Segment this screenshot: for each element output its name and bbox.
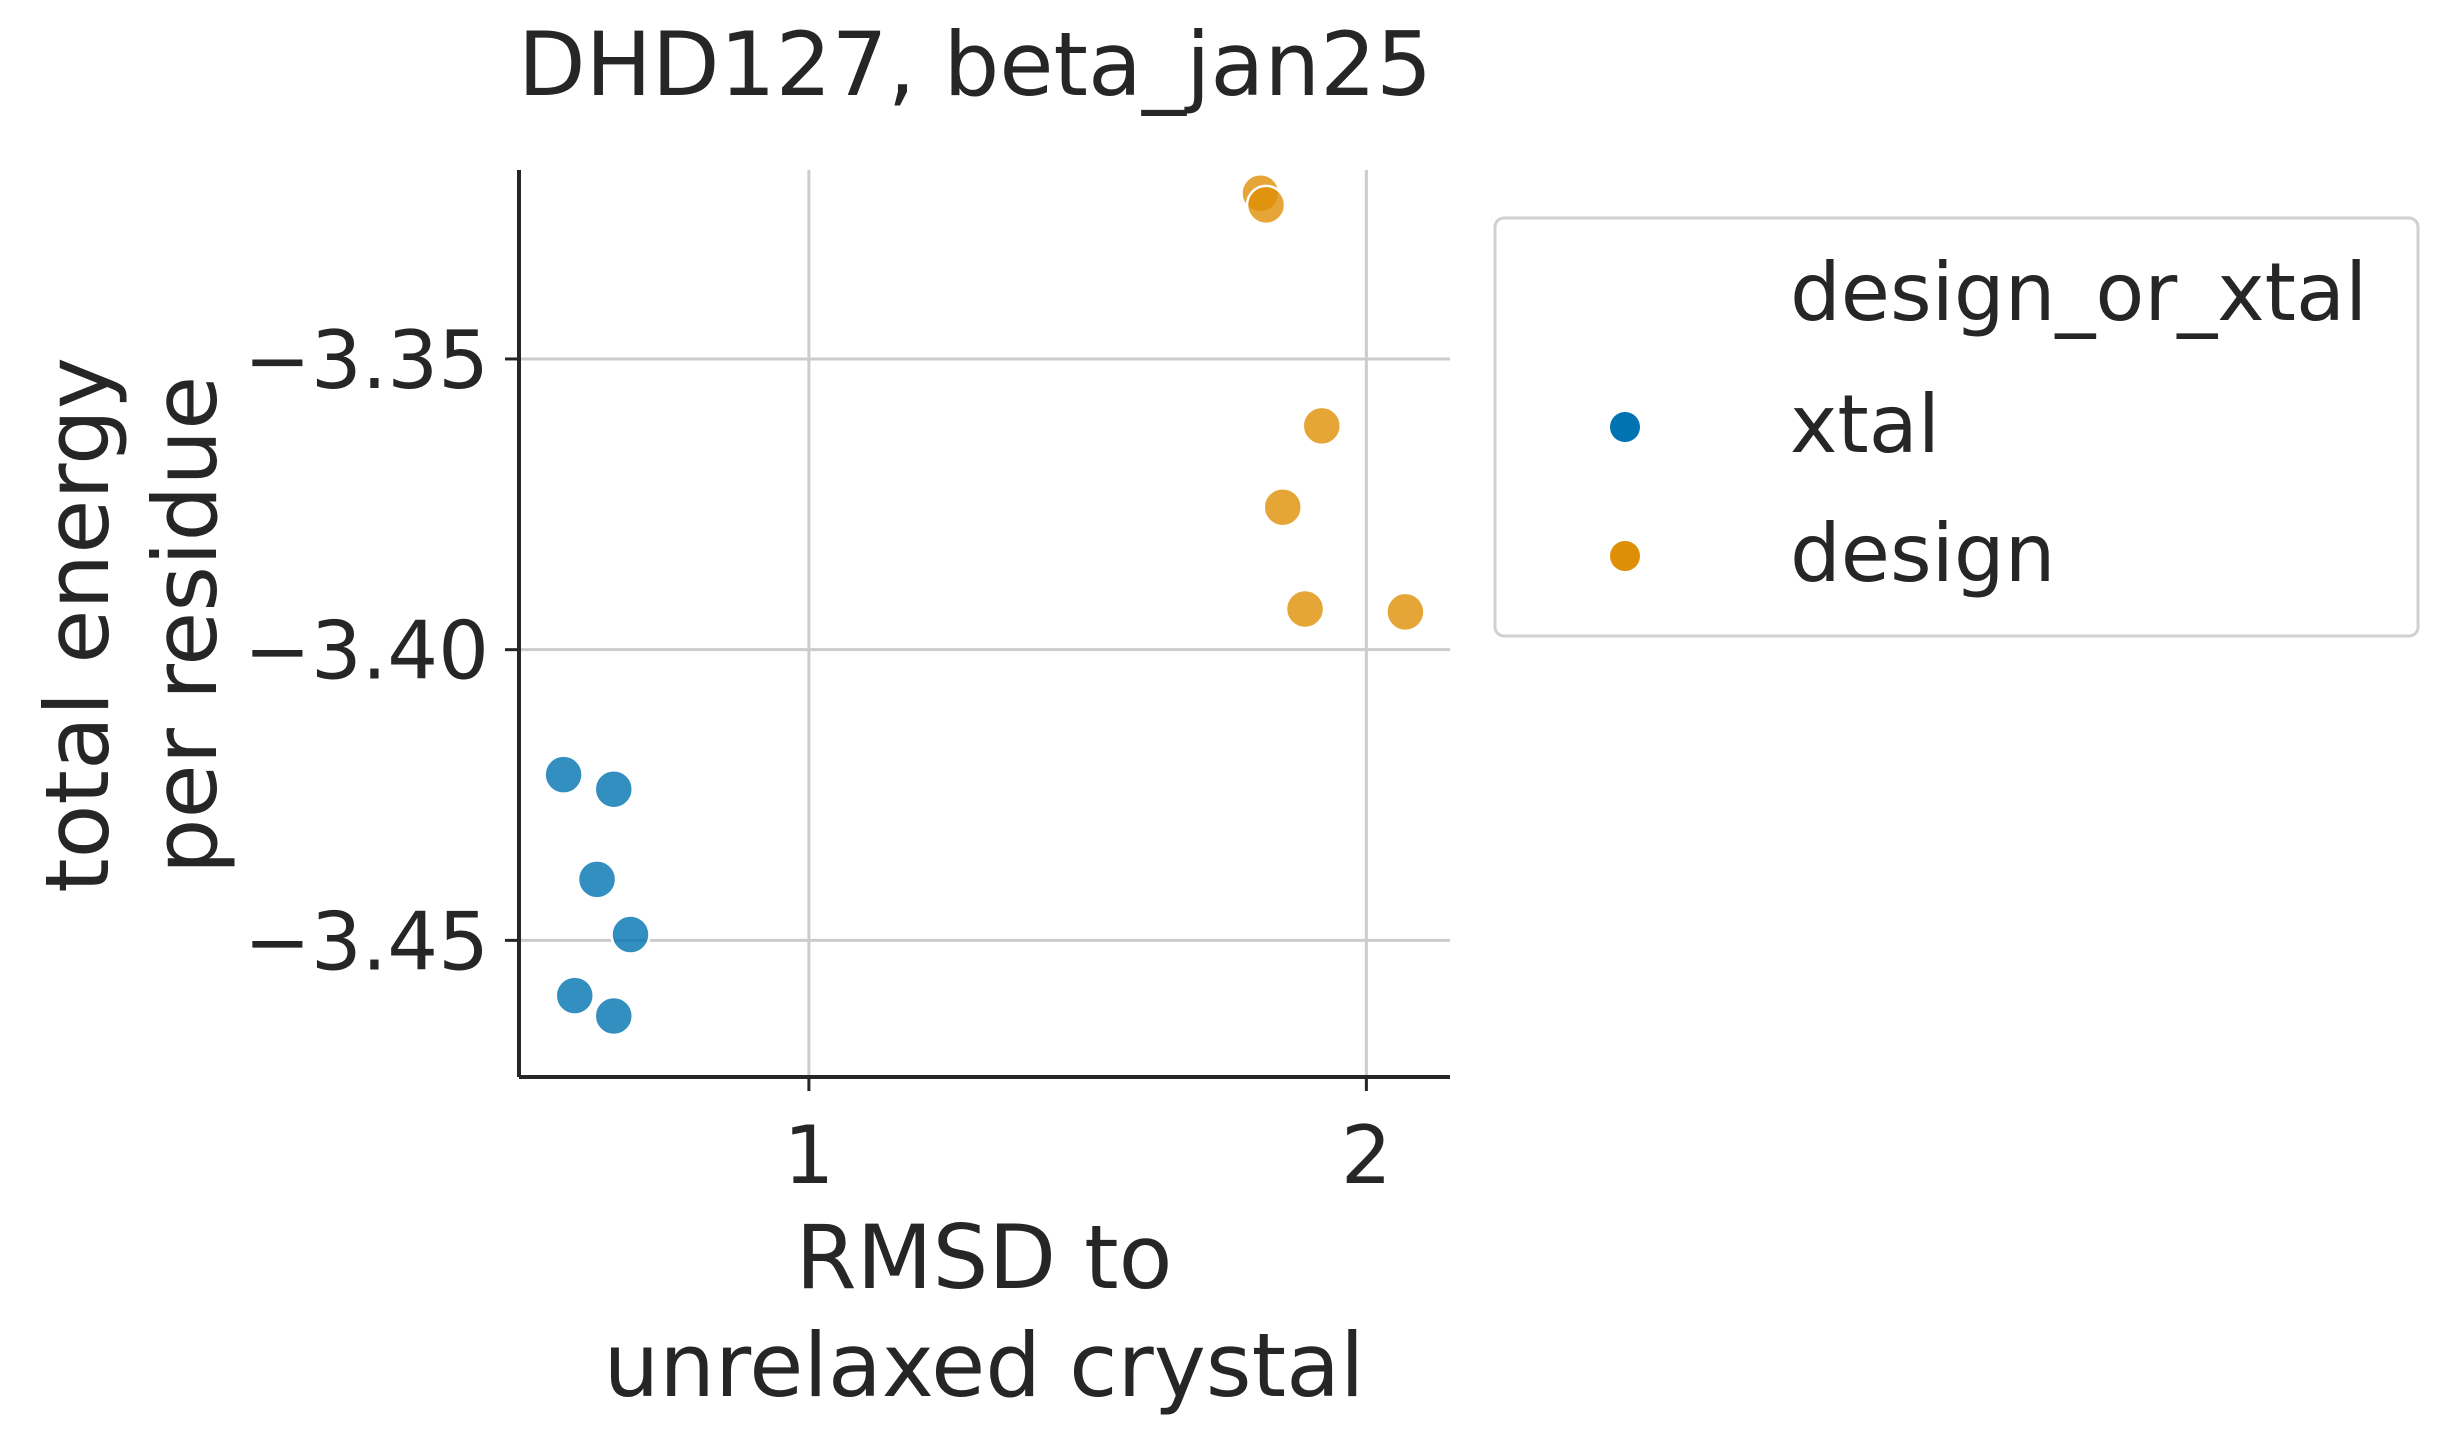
data-points <box>543 173 1426 1037</box>
data-point-design <box>1301 405 1343 447</box>
y-tick-label: −3.45 <box>244 895 489 988</box>
legend: design_or_xtal xtal design <box>1493 216 2420 638</box>
data-point-design <box>1245 184 1287 226</box>
y-axis-label-line1: total energy <box>26 357 129 893</box>
data-point-xtal <box>543 754 584 795</box>
tick-labels: 1 2 −3.35 −3.40 −3.45 <box>244 314 1392 1202</box>
legend-frame <box>1493 216 2420 638</box>
data-point-design <box>1262 486 1304 528</box>
chart-title: DHD127, beta_jan25 <box>518 13 1432 116</box>
gridlines <box>519 170 1450 1077</box>
data-point-xtal <box>593 768 635 810</box>
y-axis-label-line2: per residue <box>134 376 237 875</box>
x-tick-label: 1 <box>783 1109 834 1202</box>
x-tick-label: 2 <box>1341 1109 1392 1202</box>
legend-marker-xtal <box>1610 412 1640 442</box>
data-point-xtal <box>554 975 595 1016</box>
data-point-xtal <box>610 914 651 955</box>
data-point-xtal <box>593 995 635 1037</box>
legend-label-design: design <box>1790 507 2055 600</box>
legend-title: design_or_xtal <box>1790 246 2367 339</box>
axes <box>505 170 1450 1091</box>
data-point-design <box>1284 588 1326 630</box>
y-tick-label: −3.35 <box>244 314 489 407</box>
x-axis-label-line2: unrelaxed crystal <box>603 1314 1364 1417</box>
legend-marker-design <box>1610 541 1640 571</box>
y-tick-label: −3.40 <box>244 605 489 698</box>
y-axis-label: total energy per residue <box>26 357 237 893</box>
data-point-design <box>1385 591 1426 633</box>
legend-label-xtal: xtal <box>1790 378 1940 471</box>
data-point-xtal <box>576 859 618 900</box>
x-axis-label-line1: RMSD to <box>795 1206 1172 1309</box>
